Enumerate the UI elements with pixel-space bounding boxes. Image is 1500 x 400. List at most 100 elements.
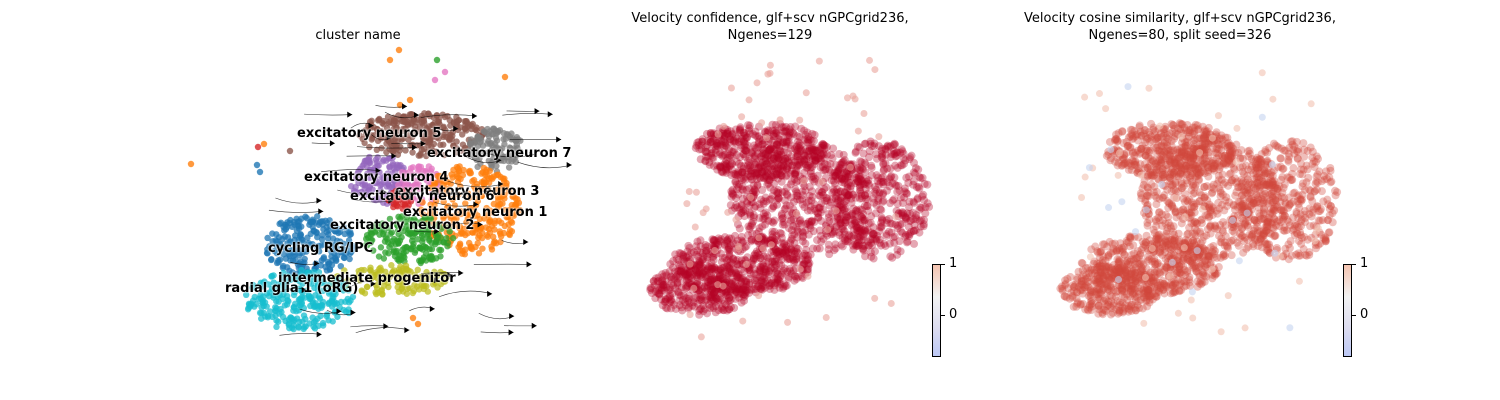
cell-point bbox=[842, 207, 851, 216]
cell-point bbox=[725, 135, 734, 144]
cell-point bbox=[367, 230, 375, 238]
outlier-point bbox=[256, 168, 264, 176]
cell-point bbox=[266, 308, 274, 315]
cell-point bbox=[722, 142, 731, 151]
streamline bbox=[517, 161, 572, 169]
cell-point bbox=[326, 217, 333, 224]
streamline-arrow bbox=[477, 221, 483, 228]
cell-point bbox=[1146, 154, 1155, 163]
cell-point bbox=[332, 241, 339, 249]
cell-point bbox=[1135, 123, 1144, 132]
cell-point bbox=[818, 188, 827, 197]
cell-point bbox=[723, 127, 732, 136]
cell-point bbox=[768, 257, 777, 266]
streamline-arrow bbox=[434, 228, 440, 235]
cell-point bbox=[489, 125, 497, 132]
sparse-point bbox=[763, 134, 771, 142]
cell-point bbox=[758, 167, 767, 176]
cell-point bbox=[380, 121, 387, 128]
cell-point bbox=[397, 256, 405, 263]
cell-point bbox=[790, 258, 799, 267]
cell-point bbox=[851, 210, 860, 219]
cell-point bbox=[756, 284, 765, 293]
cell-point bbox=[822, 196, 831, 205]
cell-point bbox=[722, 168, 731, 177]
cell-point bbox=[709, 161, 718, 170]
cell-point bbox=[738, 168, 747, 177]
cell-point bbox=[792, 142, 801, 151]
cell-point bbox=[698, 137, 707, 146]
cell-point bbox=[735, 125, 744, 134]
sparse-point bbox=[714, 281, 722, 289]
streamline-arrow bbox=[368, 122, 374, 129]
cell-point bbox=[745, 159, 754, 168]
cell-point bbox=[474, 197, 482, 205]
sparse-point bbox=[766, 61, 774, 69]
sparse-point bbox=[727, 84, 735, 92]
cell-point bbox=[717, 249, 726, 258]
cell-point bbox=[665, 283, 674, 292]
cell-point bbox=[741, 152, 750, 161]
cell-point bbox=[300, 325, 307, 333]
cell-point bbox=[468, 205, 475, 212]
cell-point bbox=[772, 169, 781, 178]
cell-point bbox=[306, 320, 313, 327]
outlier-point bbox=[406, 96, 414, 104]
sparse-point bbox=[800, 177, 808, 185]
cell-point bbox=[806, 206, 815, 215]
cell-point bbox=[737, 168, 746, 177]
cell-point bbox=[405, 226, 412, 233]
cell-point bbox=[490, 233, 497, 241]
cell-point bbox=[840, 230, 849, 239]
cell-point bbox=[374, 194, 381, 201]
cell-point bbox=[745, 208, 754, 217]
cell-point bbox=[314, 287, 322, 295]
cell-point bbox=[424, 288, 432, 295]
cell-point bbox=[849, 190, 858, 199]
cell-point bbox=[431, 209, 438, 216]
cell-point bbox=[807, 144, 816, 153]
cell-point bbox=[258, 304, 265, 311]
sparse-point bbox=[815, 57, 823, 65]
cell-point bbox=[693, 277, 702, 286]
cell-point bbox=[804, 136, 813, 145]
cell-point bbox=[841, 188, 850, 197]
cell-point bbox=[483, 130, 491, 138]
cell-point bbox=[1224, 244, 1233, 253]
cell-point bbox=[497, 233, 505, 240]
cell-point bbox=[755, 132, 764, 141]
sparse-point bbox=[732, 216, 740, 224]
cell-point bbox=[802, 161, 811, 170]
cell-point bbox=[373, 146, 381, 154]
cell-point bbox=[691, 144, 700, 153]
cell-point bbox=[719, 168, 728, 177]
cell-point bbox=[433, 187, 440, 194]
cell-point bbox=[441, 278, 449, 285]
cell-point bbox=[715, 148, 724, 157]
cell-point bbox=[893, 221, 902, 230]
sparse-point bbox=[714, 130, 722, 138]
cell-point bbox=[401, 244, 408, 251]
outlier-point bbox=[396, 101, 404, 109]
sparse-point bbox=[735, 245, 743, 253]
cell-point bbox=[406, 168, 414, 175]
streamline-arrow bbox=[547, 111, 553, 118]
cell-point bbox=[407, 216, 415, 224]
cell-point bbox=[298, 266, 305, 274]
cell-point bbox=[386, 215, 394, 223]
cell-point bbox=[811, 156, 820, 165]
cell-point bbox=[748, 147, 757, 156]
cell-point bbox=[770, 141, 779, 150]
cell-point bbox=[701, 147, 710, 156]
cell-point bbox=[910, 198, 919, 207]
cell-point bbox=[840, 178, 849, 187]
cell-point bbox=[915, 205, 924, 214]
cell-point bbox=[297, 230, 304, 238]
cell-point bbox=[453, 119, 460, 126]
cell-point bbox=[507, 147, 514, 154]
cell-point bbox=[858, 244, 867, 253]
cell-point bbox=[255, 282, 263, 290]
cell-point bbox=[347, 230, 355, 238]
streamline-arrow bbox=[413, 112, 419, 119]
cell-point bbox=[388, 229, 396, 236]
